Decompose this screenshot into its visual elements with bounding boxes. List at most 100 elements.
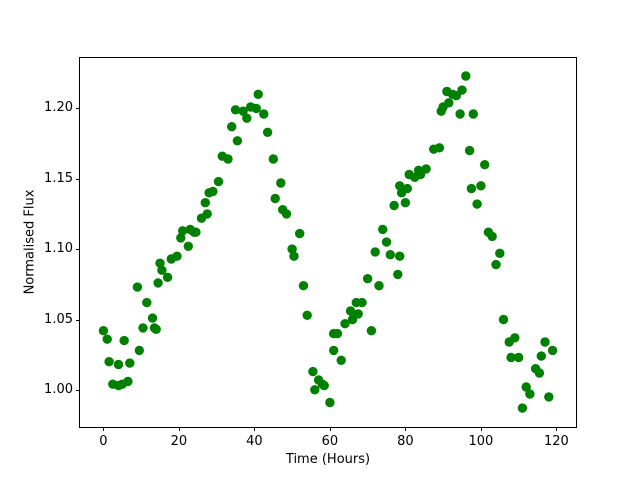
data-point [374, 281, 384, 291]
data-point [123, 376, 133, 387]
data-point [151, 324, 161, 334]
data-point [253, 89, 263, 99]
y-tick-label: 1.05 [44, 311, 73, 327]
data-point [232, 136, 243, 146]
x-tick-label: 40 [246, 434, 263, 449]
data-point [308, 366, 318, 377]
data-point [200, 198, 210, 208]
data-point [319, 380, 329, 391]
x-tick-mark [329, 427, 331, 431]
data-point [455, 109, 465, 119]
data-point [400, 198, 411, 208]
data-point [119, 335, 129, 346]
data-point [157, 265, 167, 275]
data-point [480, 160, 490, 170]
x-tick-label: 100 [468, 434, 494, 449]
data-point [213, 176, 224, 187]
data-point [464, 145, 475, 156]
data-point [421, 164, 431, 174]
data-point [287, 244, 297, 254]
data-point [336, 355, 346, 365]
data-point [506, 352, 516, 363]
data-point [202, 209, 212, 219]
data-point [102, 334, 112, 344]
data-point [468, 109, 478, 119]
data-point [547, 345, 558, 356]
x-tick-label: 0 [99, 434, 108, 449]
data-point [487, 231, 497, 242]
data-point [476, 181, 486, 191]
data-point [362, 274, 373, 284]
data-point [162, 272, 173, 282]
data-point [147, 313, 158, 323]
data-point [366, 326, 377, 336]
data-point [183, 241, 193, 251]
data-point [325, 397, 335, 408]
x-tick-label: 60 [321, 434, 339, 449]
x-tick-mark [480, 427, 482, 431]
data-point [276, 178, 286, 188]
data-point [498, 314, 509, 325]
data-point [353, 309, 363, 319]
data-point [172, 251, 182, 261]
data-point [302, 310, 312, 320]
data-point [310, 385, 320, 395]
y-tick-label: 1.00 [44, 381, 73, 397]
x-axis-label: Time (Hours) [285, 452, 371, 467]
y-tick-label: 1.15 [44, 170, 73, 186]
data-point [295, 228, 305, 239]
data-point [251, 103, 261, 114]
x-tick-label: 80 [397, 434, 414, 449]
y-axis-label: Normalised Flux [22, 189, 38, 295]
scatter-points-layer [98, 71, 558, 413]
data-point [495, 248, 505, 258]
data-point [378, 224, 388, 235]
data-point [491, 259, 501, 270]
data-point [540, 337, 550, 347]
x-tick-mark [178, 427, 180, 431]
data-point [370, 247, 380, 257]
data-point [345, 306, 356, 316]
data-point [521, 382, 531, 392]
data-point [434, 143, 445, 153]
data-point [457, 85, 467, 95]
data-point [270, 193, 280, 204]
data-point [395, 251, 405, 261]
x-tick-mark [103, 427, 105, 431]
data-point [461, 71, 471, 81]
data-point [242, 113, 252, 123]
data-point [381, 237, 392, 247]
data-point [142, 297, 152, 308]
data-point [178, 226, 188, 236]
data-point [393, 269, 403, 280]
data-point [289, 251, 299, 261]
data-point [138, 323, 148, 333]
data-point [134, 345, 144, 356]
data-point [385, 250, 395, 260]
data-point [227, 122, 237, 132]
data-point [223, 154, 233, 164]
plot-axes [79, 57, 577, 428]
data-point [113, 359, 124, 370]
data-point [517, 403, 528, 413]
data-point [402, 183, 412, 194]
data-point [259, 109, 269, 119]
data-point [534, 368, 545, 378]
data-point [262, 127, 273, 137]
y-tick-mark [76, 389, 80, 391]
data-point [332, 328, 343, 339]
x-tick-mark [405, 427, 407, 431]
data-point [525, 389, 535, 399]
data-point [544, 392, 554, 402]
y-tick-mark [76, 178, 80, 180]
data-point [389, 200, 399, 211]
data-point [104, 357, 114, 367]
data-point [466, 183, 477, 194]
data-point [340, 319, 350, 329]
data-point [132, 282, 143, 292]
data-point [208, 186, 218, 197]
data-point [536, 351, 546, 361]
data-point [125, 358, 135, 368]
x-tick-label: 120 [543, 434, 569, 449]
